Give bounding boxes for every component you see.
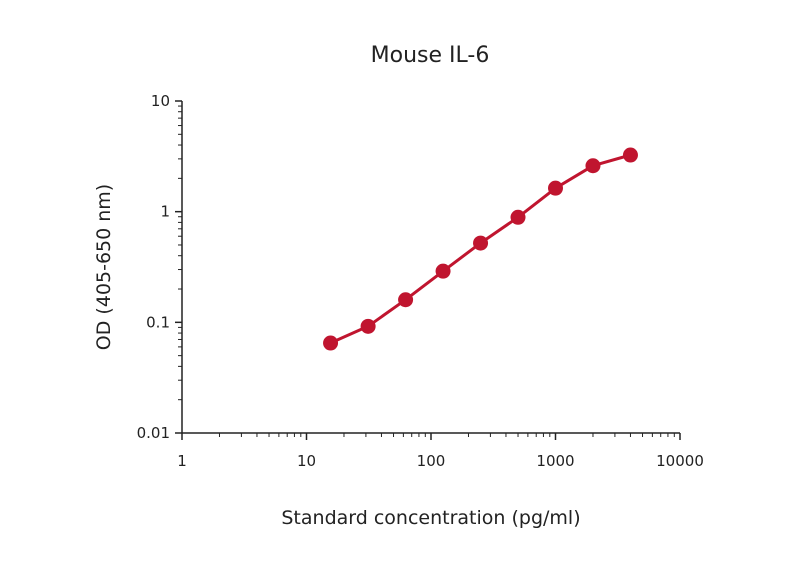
y-tick-label: 0.1 [146,313,170,331]
data-point [473,235,489,251]
series [323,147,638,351]
data-point [323,335,339,351]
x-tick-label: 100 [417,452,446,470]
x-tick-label: 10 [297,452,316,470]
data-point [585,158,601,174]
y-tick-label: 10 [151,92,170,110]
chart-title: Mouse IL-6 [371,43,490,68]
data-point [510,209,526,225]
x-tick-label: 1 [177,452,187,470]
y-axis-title: OD (405-650 nm) [93,184,115,350]
x-ticks: 1 10 100 1000 10000 [177,433,704,470]
y-ticks: 0.01 0.1 1 10 [137,92,182,442]
data-point [622,147,638,163]
x-tick-label: 10000 [656,452,704,470]
axes [181,101,680,434]
x-axis-title: Standard concentration (pg/ml) [281,507,580,529]
y-tick-label: 1 [160,203,170,221]
data-point [360,318,376,334]
y-tick-label: 0.01 [137,424,170,442]
data-point [398,292,414,308]
data-point [435,263,451,279]
x-tick-label: 1000 [536,452,574,470]
data-point [548,180,563,196]
